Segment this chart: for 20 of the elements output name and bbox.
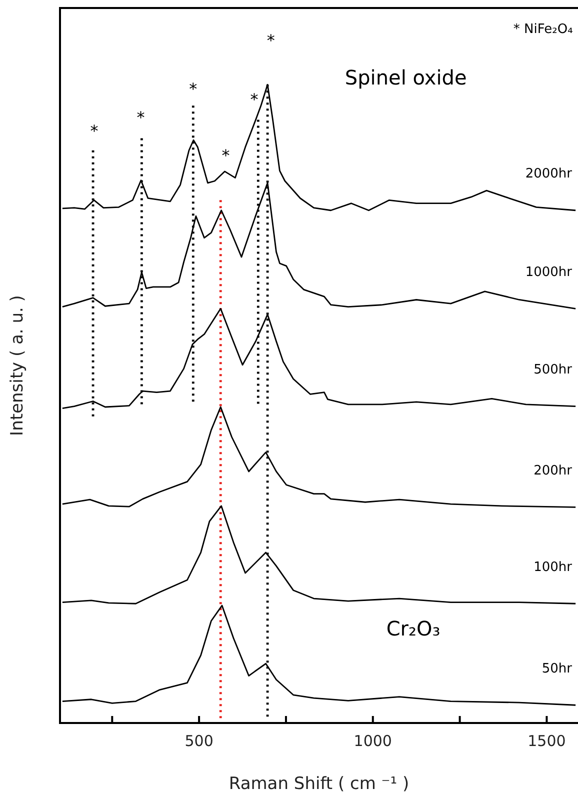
- text: 500hr: [534, 362, 573, 378]
- annotation: Spinel oxide: [344, 66, 467, 90]
- x-tick-label: 1500: [528, 732, 566, 750]
- text: 100hr: [534, 560, 573, 575]
- annotation: *: [90, 122, 98, 141]
- annotation: *: [222, 146, 230, 165]
- x-tick-label: 500: [184, 732, 214, 750]
- series-label: 2000hr: [525, 166, 573, 182]
- text: 50hr: [542, 662, 573, 676]
- annotation: Cr₂O₃: [386, 616, 440, 640]
- x-axis-title: Raman Shift ( cm ⁻¹ ): [228, 774, 410, 794]
- text: *: [266, 30, 275, 50]
- x-tick-label: 1000: [354, 732, 392, 750]
- annotation: *: [250, 90, 258, 110]
- text: 200hr: [534, 464, 573, 479]
- text: * NiFe₂O₄: [513, 22, 573, 37]
- annotation: *: [189, 79, 198, 98]
- y-axis-title: Intensity ( a. u. ): [8, 295, 28, 436]
- series-label: 1000hr: [525, 265, 573, 280]
- annotation: *: [136, 108, 145, 127]
